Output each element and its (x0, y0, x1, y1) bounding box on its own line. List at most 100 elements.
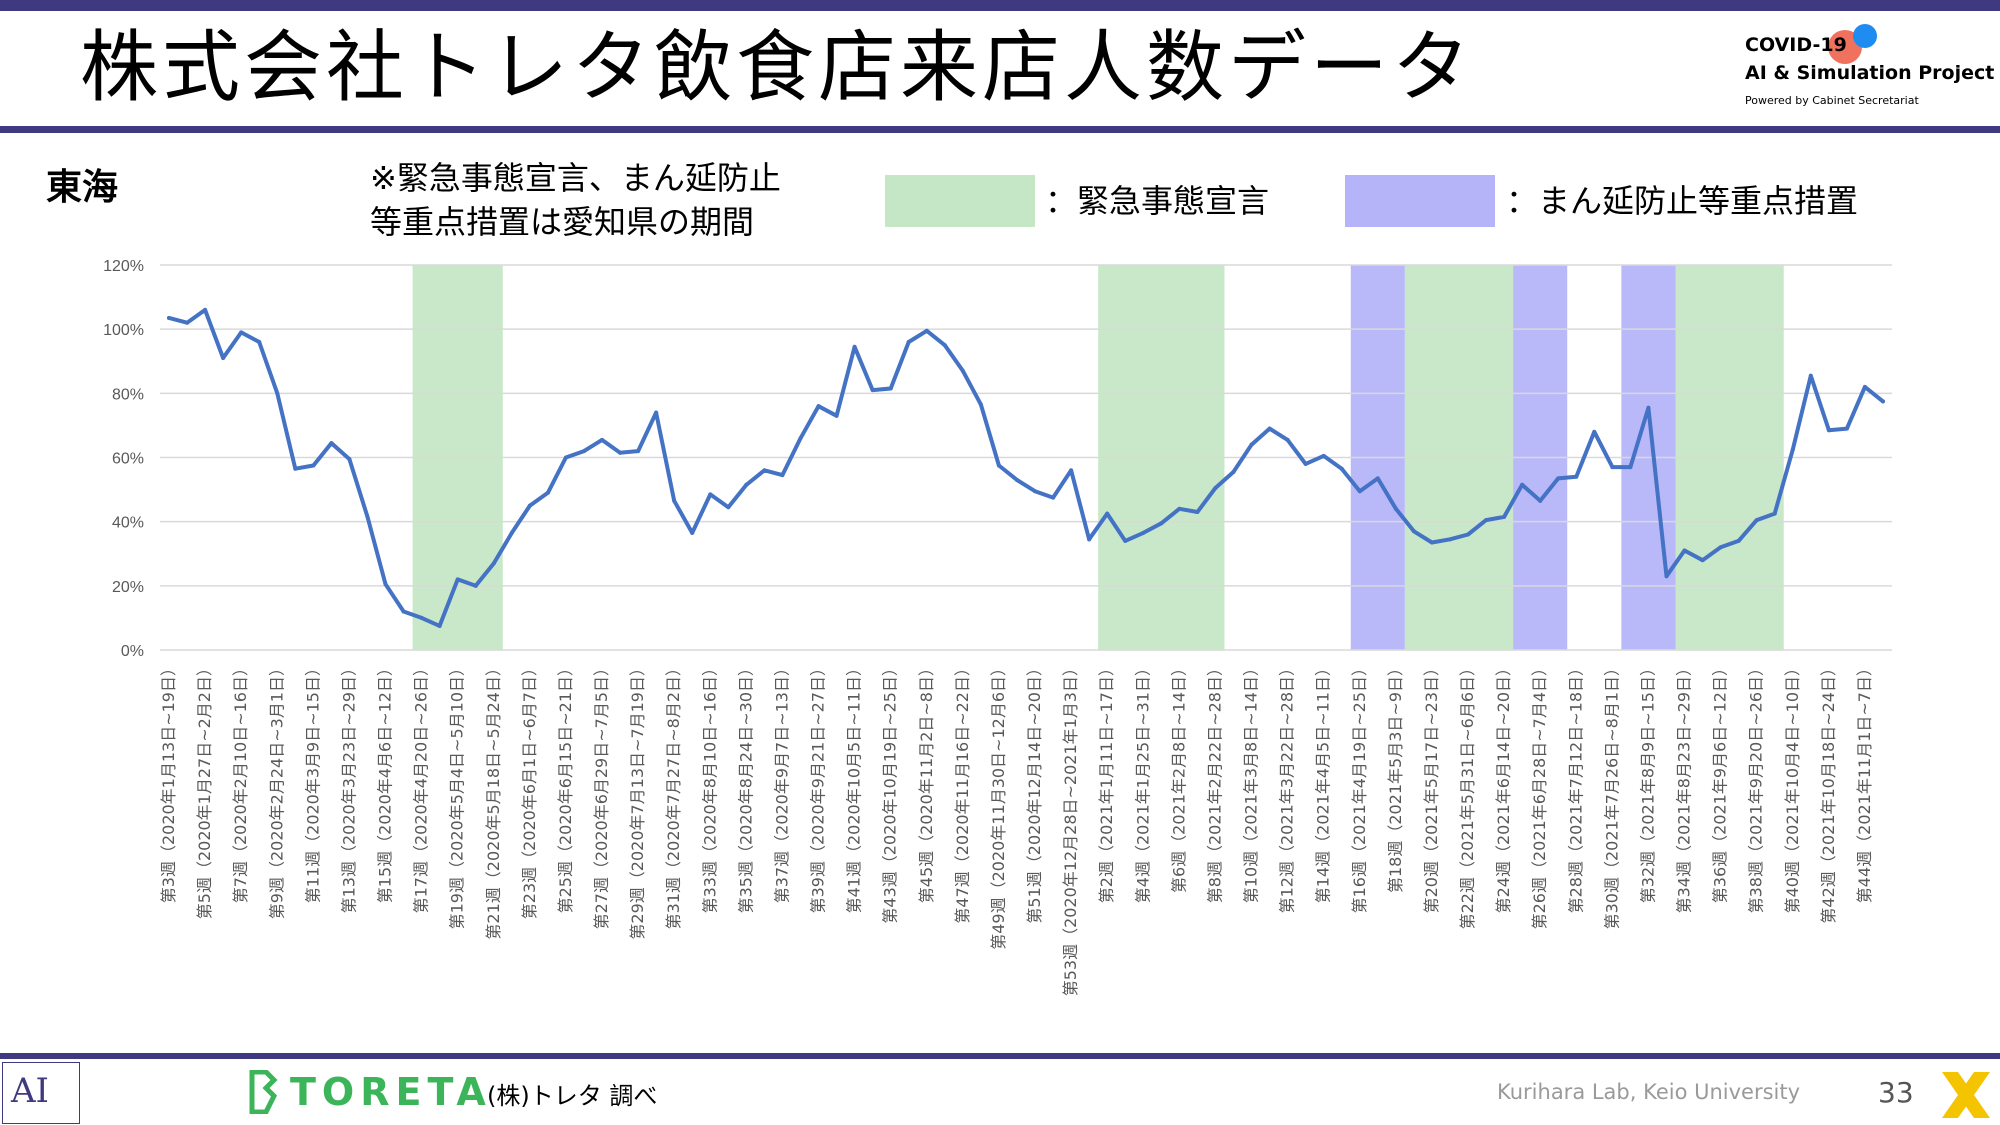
x-tick-label: 第51週（2020年12月14日~20日） (1025, 660, 1044, 924)
data-point (798, 436, 803, 441)
data-point (1141, 530, 1146, 535)
data-point (1754, 518, 1759, 523)
x-tick-label: 第13週（2020年3月23日~29日） (339, 660, 358, 913)
data-point (311, 463, 316, 468)
data-point (203, 307, 208, 312)
x-tick-label: 第37週（2020年9月7日~13日） (772, 660, 791, 903)
x-tick-label: 第42週（2021年10月18日~24日） (1819, 660, 1838, 924)
data-point (365, 514, 370, 519)
data-point (708, 492, 713, 497)
logo-blue-dot-icon (1853, 24, 1877, 48)
data-point (383, 582, 388, 587)
data-point (1574, 474, 1579, 479)
x-tick-label: 第26週（2021年6月28日~7月4日） (1530, 660, 1549, 929)
legend-label-priority: ：まん延防止等重点措置 (1506, 182, 1859, 220)
x-tick-label: 第9週（2020年2月24日~3月1日） (267, 660, 286, 919)
y-tick-label: 60% (112, 451, 144, 468)
lab-credit: Kurihara Lab, Keio University (1497, 1080, 1801, 1104)
data-point (1862, 384, 1867, 389)
data-point (780, 473, 785, 478)
data-point (221, 356, 226, 361)
x-tick-label: 第31週（2020年7月27日~8月2日） (664, 660, 683, 929)
x-tick-label: 第16週（2021年4月19日~25日） (1350, 660, 1369, 913)
covid-project-logo: COVID-19 AI & Simulation Project Powered… (1745, 24, 1995, 114)
x-tick-label: 第21週（2020年5月18日~5月24日） (484, 660, 503, 940)
lab-ai-logo: AI (2, 1062, 80, 1124)
y-tick-label: 100% (103, 322, 144, 339)
x-tick-label: 第18週（2021年5月3日~9日） (1386, 660, 1405, 893)
data-point (996, 463, 1001, 468)
data-point (1538, 498, 1543, 503)
data-point (1393, 506, 1398, 511)
data-point (545, 490, 550, 495)
data-point (1159, 521, 1164, 526)
data-point (1790, 447, 1795, 452)
x-tick-label: 第47週（2020年11月16日~22日） (953, 660, 972, 924)
period-note-line1: ※緊急事態宣言、まん延防止 (370, 159, 781, 197)
x-tick-label: 第20週（2021年5月17日~23日） (1422, 660, 1441, 913)
x-tick-label: 第4週（2021年1月25日~31日） (1133, 660, 1152, 903)
data-point (978, 402, 983, 407)
data-point (1105, 511, 1110, 516)
x-tick-label: 第45週（2020年11月2日~8日） (917, 660, 936, 903)
data-point (1664, 574, 1669, 579)
x-tick-label: 第7週（2020年2月10日~16日） (231, 660, 250, 903)
data-point (1466, 532, 1471, 537)
data-point (834, 413, 839, 418)
y-tick-label: 20% (112, 579, 144, 596)
legend-swatch-emergency (885, 175, 1035, 227)
data-point (1592, 429, 1597, 434)
data-point (888, 386, 893, 391)
data-point (762, 468, 767, 473)
x-tick-label: 第22週（2021年5月31日~6月6日） (1458, 660, 1477, 929)
data-point (329, 441, 334, 446)
data-point (401, 609, 406, 614)
toreta-logo-icon (249, 1070, 278, 1114)
x-tick-label: 第43週（2020年10月19日~25日） (881, 660, 900, 924)
data-point (1808, 373, 1813, 378)
data-source: (株)トレタ 調べ (487, 1082, 658, 1110)
x-tick-label: 第24週（2021年6月14日~20日） (1494, 660, 1513, 913)
x-tick-label: 第29週（2020年7月13日~7月19日） (628, 660, 647, 940)
x-tick-label: 第23週（2020年6月1日~6月7日） (520, 660, 539, 919)
data-point (1628, 465, 1633, 470)
data-point (1033, 489, 1038, 494)
data-point (726, 505, 731, 510)
y-tick-label: 0% (121, 643, 144, 660)
x-tick-label: 第17週（2020年4月20日~26日） (412, 660, 431, 913)
data-point (185, 320, 190, 325)
x-tick-label: 第8週（2021年2月22日~28日） (1205, 660, 1224, 903)
x-tick-label: 第19週（2020年5月4日~5月10日） (448, 660, 467, 929)
x-tick-label: 第35週（2020年8月24日~30日） (736, 660, 755, 913)
data-point (1051, 495, 1056, 500)
x-tick-label: 第12週（2021年3月22日~28日） (1278, 660, 1297, 913)
data-point (636, 449, 641, 454)
data-point (1447, 537, 1452, 542)
data-point (1069, 468, 1074, 473)
x-tick-label: 第49週（2020年11月30日~12月6日） (989, 660, 1008, 950)
data-point (672, 498, 677, 503)
x-tick-label: 第6週（2021年2月8日~14日） (1169, 660, 1188, 893)
y-tick-label: 40% (112, 515, 144, 532)
data-point (491, 561, 496, 566)
data-point (1123, 538, 1128, 543)
data-point (1213, 485, 1218, 490)
data-point (816, 404, 821, 409)
data-point (437, 623, 442, 628)
data-point (1502, 514, 1507, 519)
x-tick-label: 第53週（2020年12月28日~2021年1月3日） (1061, 660, 1080, 996)
legend-label-emergency: ：緊急事態宣言 (1045, 182, 1270, 220)
data-point (1484, 518, 1489, 523)
x-tick-label: 第3週（2020年1月13日~19日） (159, 660, 178, 903)
x-tick-label: 第28週（2021年7月12日~18日） (1566, 660, 1585, 913)
logo-line2: AI & Simulation Project (1745, 62, 1995, 84)
x-tick-label: 第5週（2020年1月27日~2月2日） (195, 660, 214, 919)
x-tick-label: 第41週（2020年10月5日~11日） (845, 660, 864, 913)
data-point (275, 391, 280, 396)
data-point (852, 344, 857, 349)
data-point (1195, 510, 1200, 515)
data-point (1267, 426, 1272, 431)
data-point (563, 455, 568, 460)
corner-x-icon (1942, 1072, 1990, 1118)
data-point (1646, 405, 1651, 410)
